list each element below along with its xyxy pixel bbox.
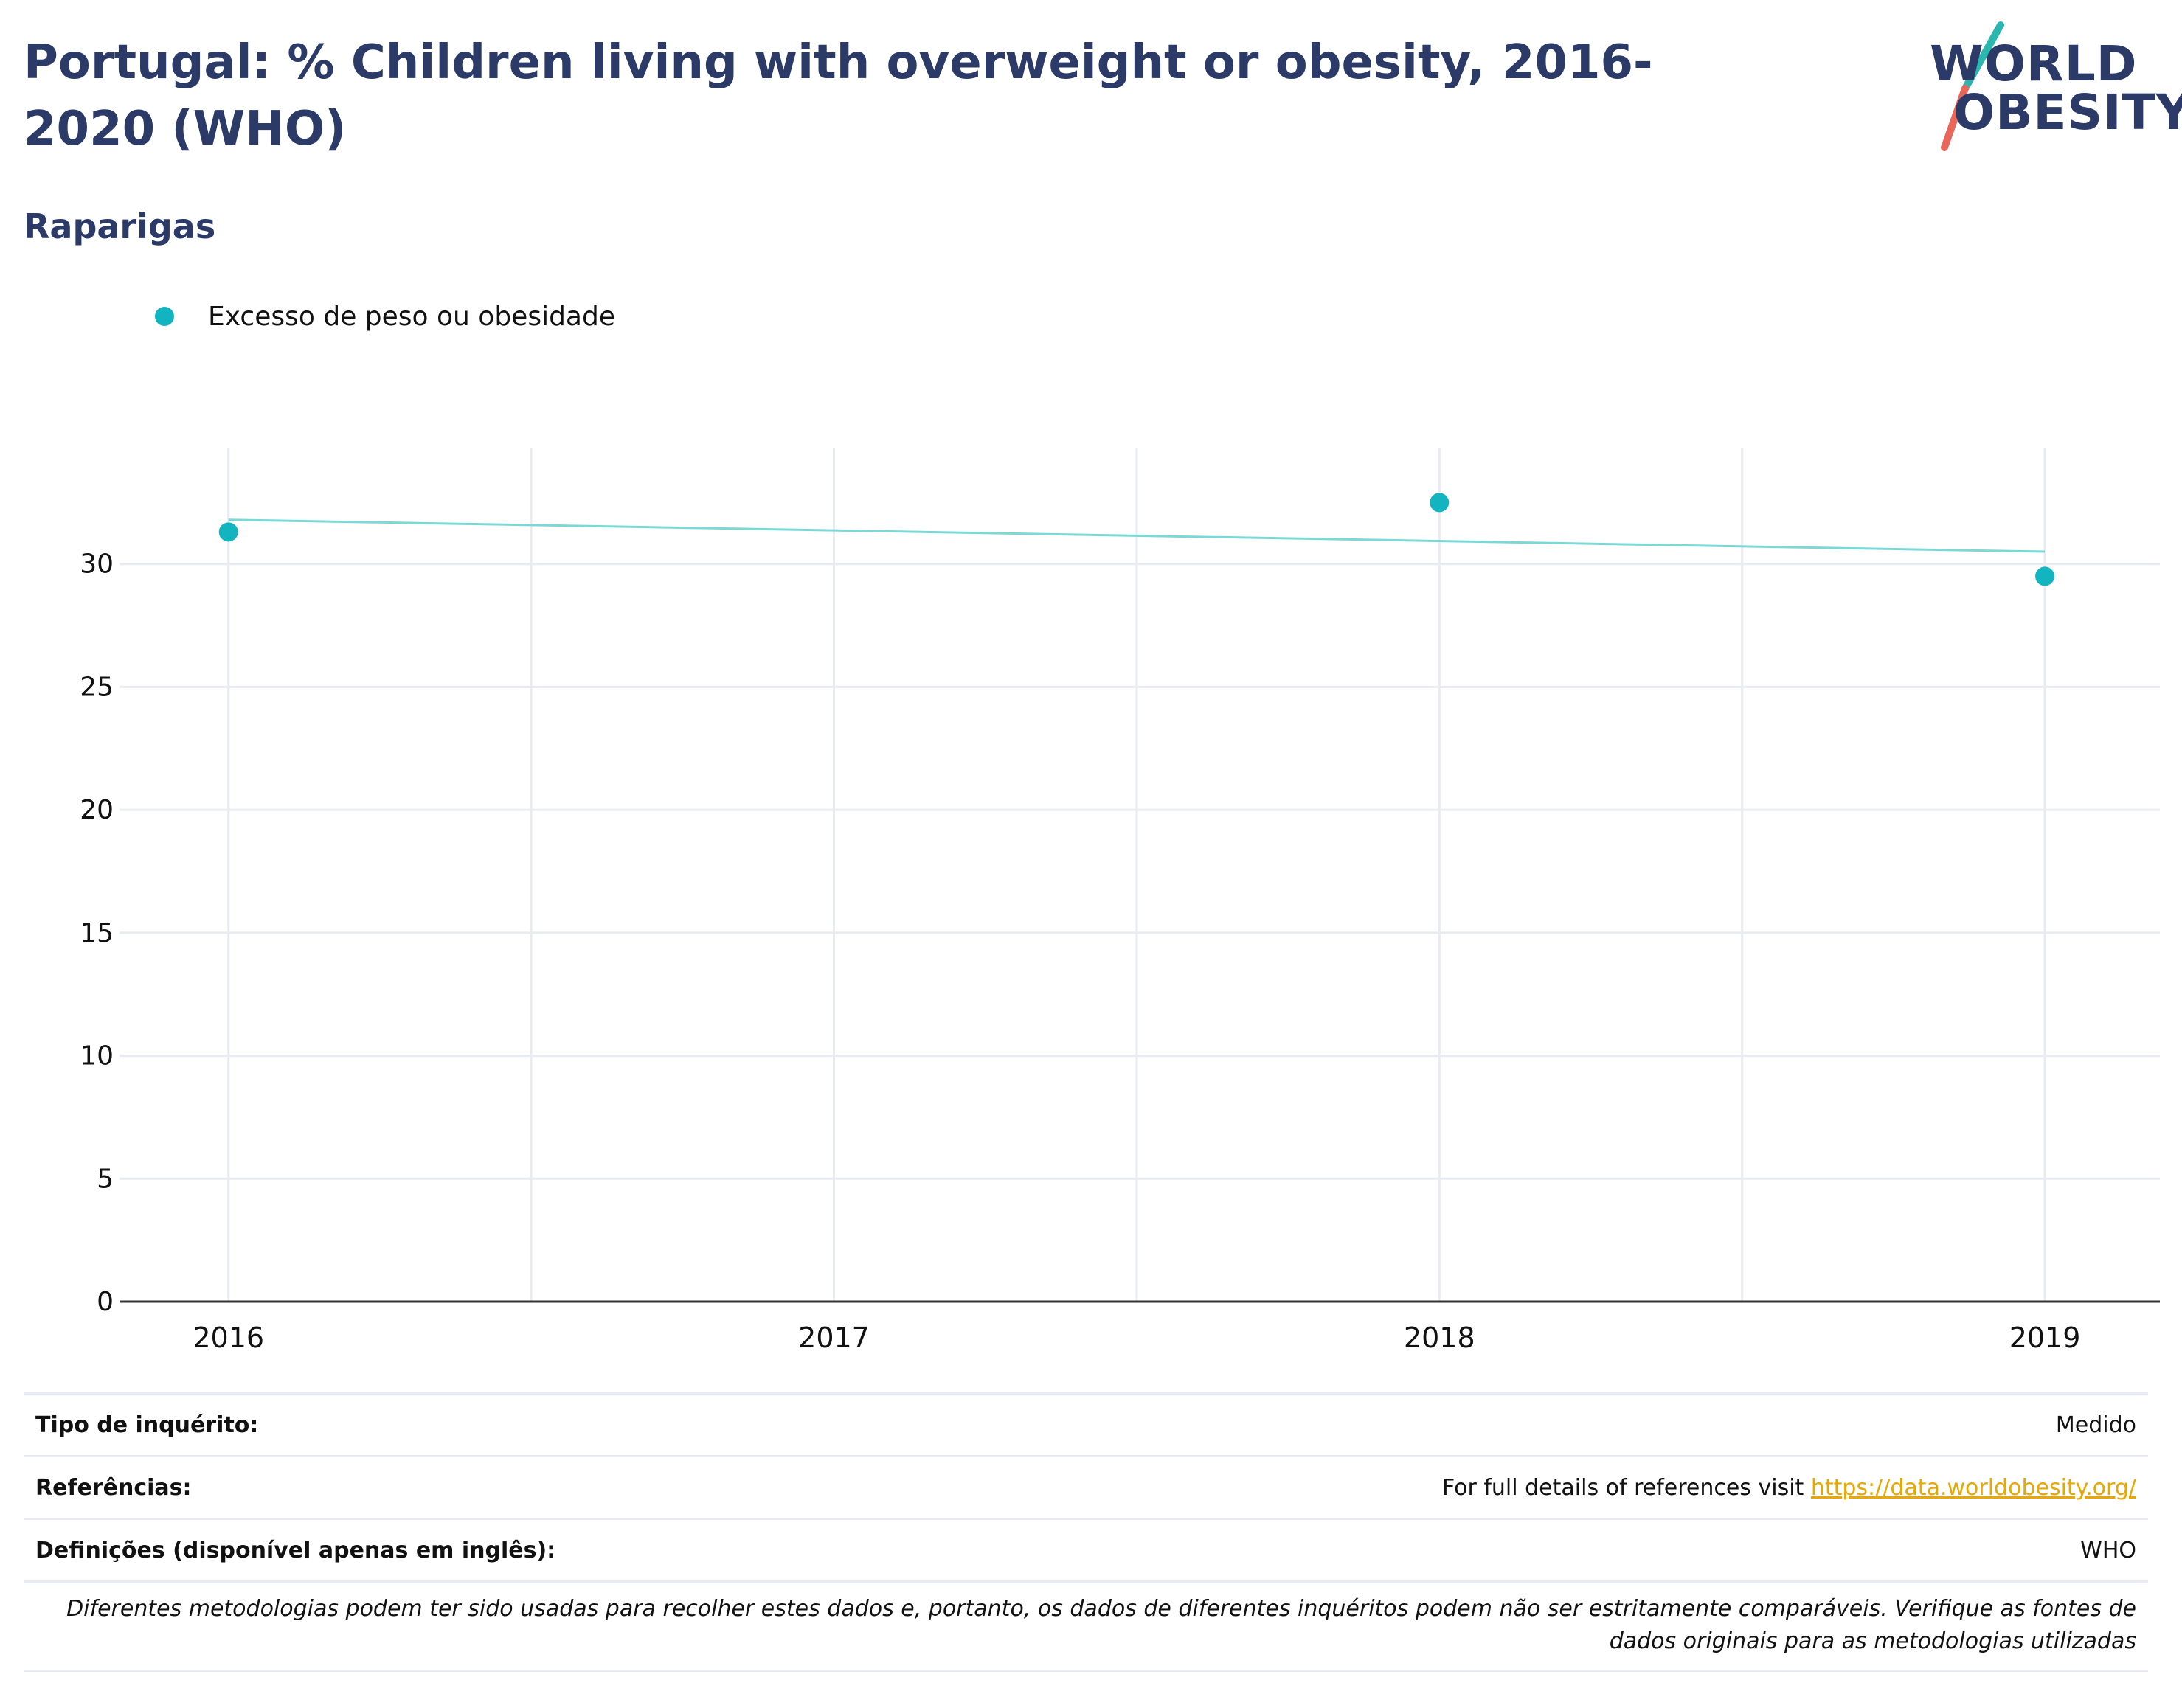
horizontal-gridlines [120,563,2160,1180]
logo-word-world: WORLD [1930,35,2138,92]
world-obesity-logo: WORLD OBESITY [1918,21,2182,153]
x-tick-label: 2017 [798,1322,870,1354]
chart-subtitle: Raparigas [24,206,216,246]
survey-type-value: Medido [2055,1412,2136,1438]
vertical-gridlines [227,448,2046,1302]
chart-legend[interactable]: Excesso de peso ou obesidade [155,298,615,335]
chart-footer: Tipo de inquérito: Medido Referências: F… [24,1392,2148,1672]
references-label: Referências: [35,1474,192,1501]
y-axis-ticks: 0 5 10 15 20 25 30 [80,549,114,1317]
y-tick-label: 30 [80,549,114,580]
footer-row-references: Referências: For full details of referen… [24,1455,2148,1518]
logo-slash-icon [1941,21,2004,151]
legend-label: Excesso de peso ou obesidade [208,301,615,332]
methodology-note: Diferentes metodologias podem ter sido u… [24,1580,2148,1672]
survey-type-label: Tipo de inquérito: [35,1412,259,1438]
x-tick-label: 2018 [1404,1322,1475,1354]
logo-word-obesity: OBESITY [1953,84,2182,141]
trend-layer [228,518,2046,553]
data-point [218,522,238,542]
data-point [2035,566,2055,586]
references-text: For full details of references visit [1441,1474,1811,1501]
footer-row-survey-type: Tipo de inquérito: Medido [24,1392,2148,1455]
data-point [1430,493,1450,513]
legend-marker [155,307,174,326]
definitions-label: Definições (disponível apenas em inglês)… [35,1537,556,1563]
scatter-chart: 0 5 10 15 20 25 30 2016 2017 2018 2019 [80,448,2160,1354]
trend-line [228,518,2046,553]
y-tick-label: 10 [80,1041,114,1072]
references-link[interactable]: https://data.worldobesity.org/ [1810,1474,2136,1501]
x-tick-label: 2016 [193,1322,264,1354]
y-tick-label: 20 [80,795,114,825]
definitions-value: WHO [2080,1537,2136,1563]
references-value: For full details of references visit htt… [1442,1475,2136,1501]
y-tick-label: 5 [97,1164,114,1194]
footer-row-definitions: Definições (disponível apenas em inglês)… [24,1518,2148,1580]
x-tick-label: 2019 [2009,1322,2081,1354]
data-points [218,493,2055,586]
x-axis-ticks: 2016 2017 2018 2019 [193,1322,2080,1354]
y-tick-label: 0 [97,1287,114,1317]
chart-title: Portugal: % Children living with overwei… [24,35,1653,156]
y-tick-label: 15 [80,918,114,948]
y-tick-label: 25 [80,672,114,702]
